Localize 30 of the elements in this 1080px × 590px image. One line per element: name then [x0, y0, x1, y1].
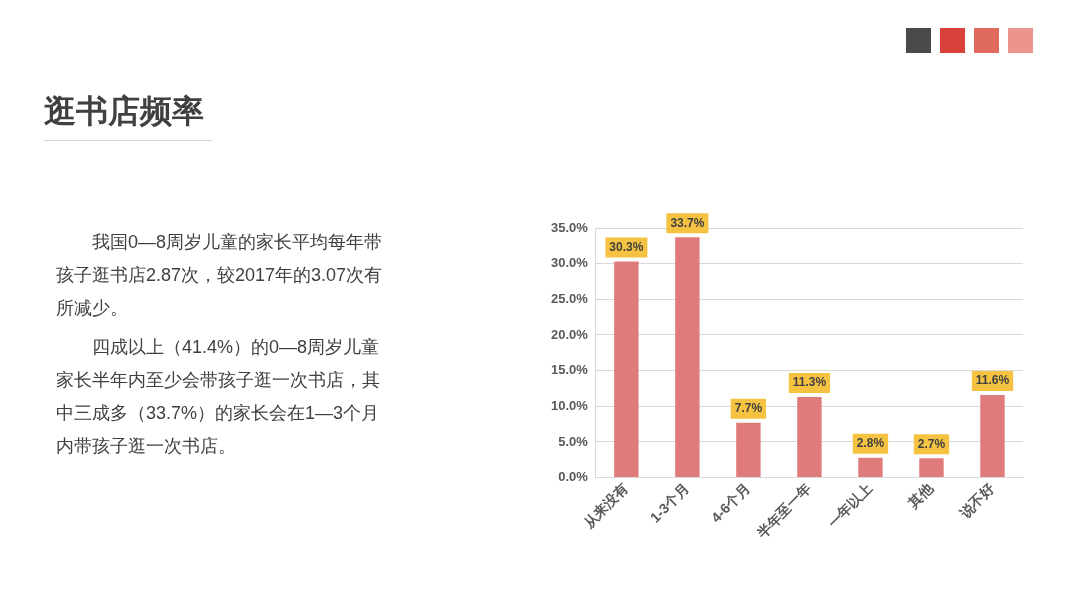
y-tick-label: 20.0% — [550, 326, 589, 342]
bar — [980, 394, 1005, 478]
y-tick-label: 25.0% — [550, 290, 589, 306]
text: 四成以上（41.4%）的0—8周岁儿童家长半年内至少会带孩子逛一次书店，其中三成多（33.7%）的家长会在1—3个月内带孩子逛一次书店。 — [56, 336, 381, 458]
x-tick-label: 说不好 — [955, 480, 998, 522]
data-label: 11.3% — [792, 375, 827, 390]
bar — [919, 458, 944, 478]
data-label: 11.6% — [975, 373, 1010, 388]
data-label: 30.3% — [609, 239, 644, 254]
text: 逛书店频率 — [44, 90, 212, 141]
data-label: 33.7% — [670, 215, 705, 230]
bar — [675, 237, 700, 478]
x-tick-label: 一年以上 — [824, 480, 876, 532]
y-tick-label: 10.0% — [550, 397, 589, 413]
data-label: 2.8% — [856, 435, 885, 450]
y-tick-label: 30.0% — [550, 255, 589, 271]
y-tick-label: 15.0% — [550, 362, 589, 378]
bar — [858, 457, 883, 478]
x-tick-label: 1-3个月 — [646, 480, 693, 526]
y-tick-label: 35.0% — [550, 219, 589, 235]
x-tick-label: 其他 — [904, 479, 938, 512]
bar — [797, 397, 822, 478]
data-label: 7.7% — [734, 401, 763, 416]
text: 我国0—8周岁儿童的家长平均每年带孩子逛书店2.87次，较2017年的3.07次有所减少。 — [56, 231, 384, 320]
bar — [614, 261, 639, 478]
x-tick-label: 半年至一年 — [752, 480, 815, 542]
bar — [736, 422, 761, 478]
x-tick-label: 4-6个月 — [707, 480, 754, 526]
data-label: 2.7% — [917, 436, 946, 451]
y-tick-label: 5.0% — [558, 433, 589, 449]
